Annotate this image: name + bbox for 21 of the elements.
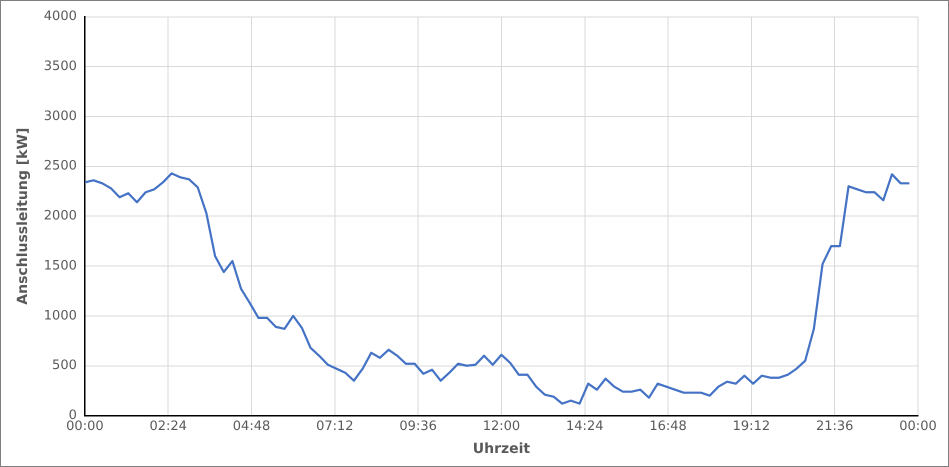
y-tick-label: 2500: [44, 158, 77, 174]
x-tick-label: 19:12: [732, 418, 770, 434]
x-tick-label: 12:00: [482, 418, 520, 434]
x-tick-label: 02:24: [149, 418, 187, 434]
y-tick-label: 3000: [44, 108, 77, 124]
x-tick-label: 00:00: [899, 418, 937, 434]
x-tick-label: 07:12: [316, 418, 354, 434]
y-axis-title: Anschlussleitung [kW]: [15, 128, 32, 305]
x-tick-label: 16:48: [649, 418, 687, 434]
x-tick-label: 09:36: [399, 418, 437, 434]
x-tick-label: 21:36: [816, 418, 854, 434]
y-tick-label: 2000: [44, 208, 77, 224]
y-tick-label: 1500: [44, 258, 77, 274]
x-tick-label: 14:24: [566, 418, 604, 434]
x-axis-title: Uhrzeit: [472, 441, 530, 458]
y-tick-label: 500: [52, 358, 77, 374]
y-tick-label: 3500: [44, 59, 77, 74]
y-tick-label: 4000: [44, 9, 77, 24]
y-tick-label: 1000: [44, 308, 77, 324]
x-tick-label: 00:00: [66, 418, 104, 434]
x-tick-label: 04:48: [232, 418, 270, 434]
